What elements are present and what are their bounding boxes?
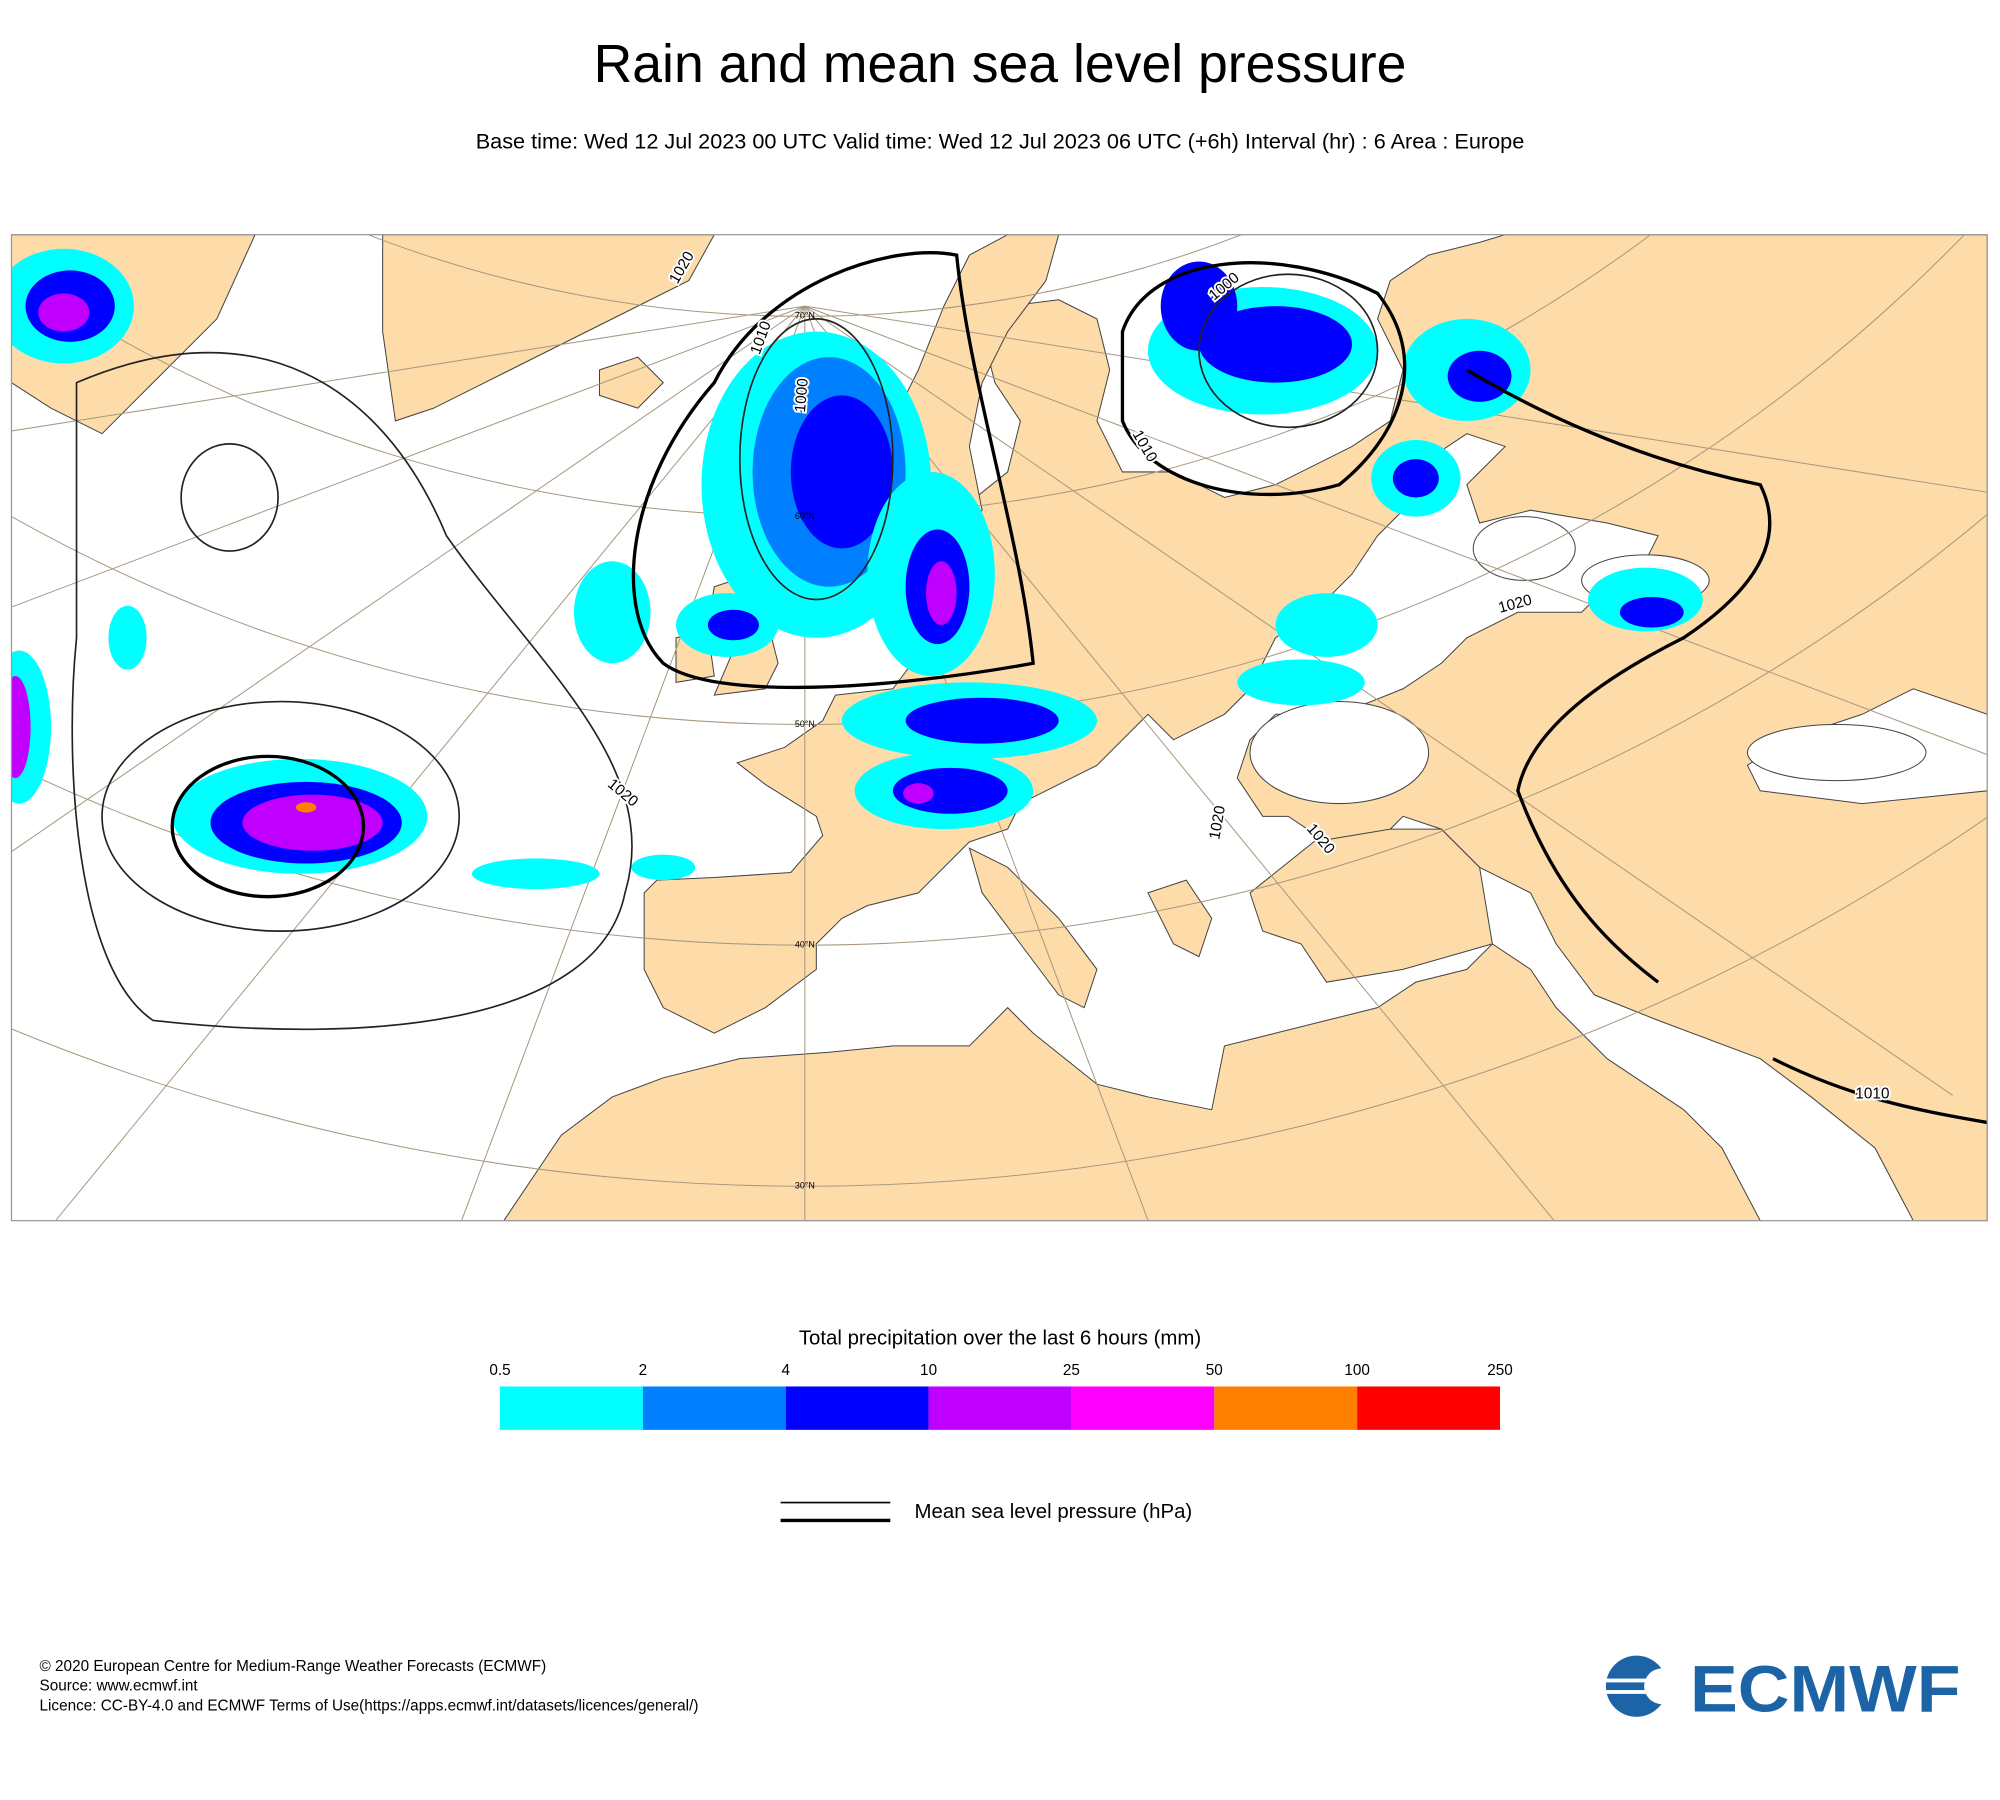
precip-area [573, 561, 651, 664]
precip-area [790, 395, 893, 549]
colorbar-label: 50 [1206, 1362, 1223, 1379]
isobar [1772, 1057, 1988, 1125]
latitude-label: 30°N [795, 1181, 815, 1191]
precip-area [1198, 306, 1353, 383]
precip-area [242, 794, 383, 851]
meridian [804, 305, 1954, 1096]
latitude-label: 70°N [795, 311, 815, 321]
isobar [71, 351, 633, 1031]
precip-area [1275, 593, 1378, 657]
precip-area [707, 609, 759, 641]
precipitation [11, 248, 1703, 890]
precip-area [905, 697, 1059, 744]
logo-text: ECMWF [1690, 1653, 1960, 1727]
meridian [54, 305, 806, 1221]
colorbar-segment [500, 1386, 643, 1430]
precip-area [903, 783, 934, 804]
isobar [738, 318, 894, 601]
meridian [11, 305, 806, 853]
map-frame [10, 234, 1988, 1222]
meridian [11, 305, 805, 432]
isobar-label: 1010 [1855, 1085, 1889, 1102]
land [1147, 879, 1213, 958]
isobar [180, 443, 279, 552]
lake [1746, 723, 1927, 782]
precip-area [926, 561, 957, 626]
isobar [1120, 261, 1407, 497]
colorbar: 0.5 2 4 10 25 50 100 250 [489, 1362, 1513, 1430]
isobar [101, 700, 461, 932]
colorbar-segment [785, 1386, 929, 1430]
meridian [11, 305, 806, 608]
precip-area [108, 605, 147, 670]
precip-area [471, 858, 600, 890]
isobar [1465, 368, 1772, 984]
latitude-label: 40°N [795, 940, 815, 950]
colorbar-segment [1071, 1386, 1215, 1430]
isobar [631, 251, 1035, 690]
latitude-label: 50°N [795, 719, 815, 729]
land [598, 356, 664, 409]
subtitle: Base time: Wed 12 Jul 2023 00 UTC Valid … [476, 129, 1525, 154]
colorbar-label: 0.5 [489, 1362, 510, 1379]
land [503, 943, 1761, 1221]
precip-area [1619, 596, 1684, 628]
precip-area [1160, 261, 1238, 351]
latitude-label: 60°N [795, 511, 815, 521]
meridian [804, 305, 1988, 756]
land [382, 234, 715, 422]
precip-area [1392, 459, 1439, 498]
footer-line: © 2020 European Centre for Medium-Range … [40, 1658, 547, 1675]
pressure-legend-label: Mean sea level pressure (hPa) [915, 1501, 1193, 1523]
precip-legend-title: Total precipitation over the last 6 hour… [799, 1328, 1201, 1350]
isobars [71, 251, 1988, 1125]
black-sea [1249, 701, 1430, 805]
colorbar-label: 25 [1063, 1362, 1080, 1379]
isobar [1198, 273, 1379, 429]
meridian [804, 305, 1988, 493]
land [1249, 828, 1493, 983]
colorbar-label: 100 [1344, 1362, 1370, 1379]
colorbar-label: 10 [920, 1362, 937, 1379]
map: 70°N60°N50°N40°N30°N10201010100010001010… [11, 234, 1988, 1221]
logo-icon [1596, 1655, 1680, 1717]
colorbar-label: 2 [639, 1362, 648, 1379]
colorbar-label: 250 [1487, 1362, 1513, 1379]
footer-line: Source: www.ecmwf.int [40, 1677, 199, 1694]
colorbar-segment [1214, 1386, 1358, 1430]
precip-area [1237, 659, 1365, 706]
precip-area [11, 676, 31, 779]
colorbar-segment [928, 1386, 1072, 1430]
title: Rain and mean sea level pressure [594, 35, 1407, 94]
land [968, 847, 1098, 1009]
footer-line: Licence: CC-BY-4.0 and ECMWF Terms of Us… [40, 1698, 699, 1715]
meridian [804, 305, 1555, 1221]
isobar-label: 1000 [792, 378, 812, 413]
sea [1472, 516, 1576, 581]
colorbar-segment [642, 1386, 786, 1430]
colorbar-segment [1357, 1386, 1500, 1430]
isobar [170, 754, 366, 899]
precip-area [38, 293, 90, 332]
precip-area [295, 802, 317, 813]
precip-area [631, 854, 696, 881]
colorbar-label: 4 [781, 1362, 790, 1379]
